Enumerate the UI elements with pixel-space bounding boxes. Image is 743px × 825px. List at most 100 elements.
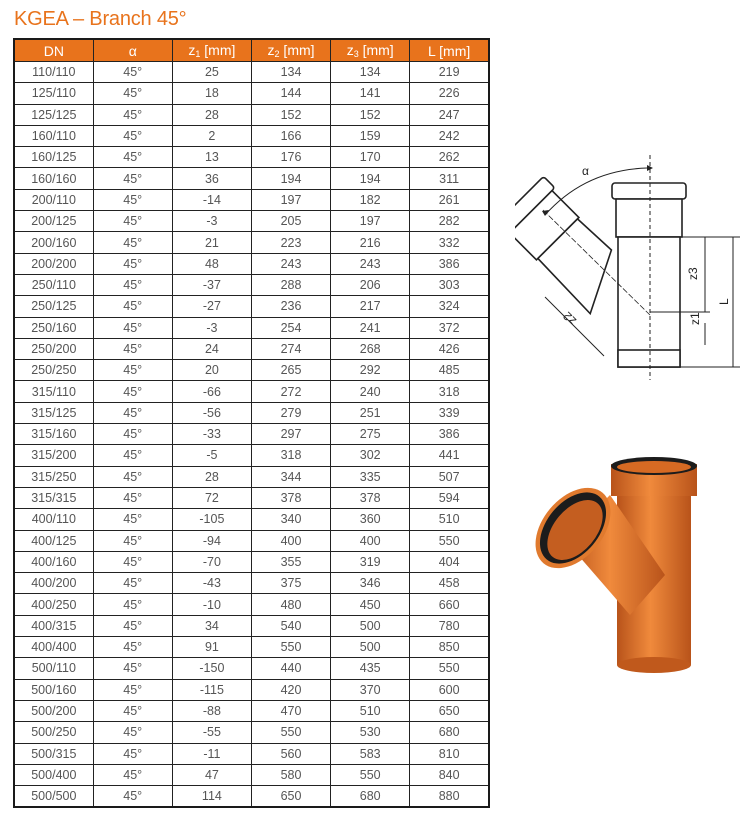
cell-z2: 152 <box>250 103 332 126</box>
cell-z1: 28 <box>171 465 252 488</box>
cell-dn: 160/125 <box>13 146 94 169</box>
cell-alpha: 45° <box>92 188 173 212</box>
cell-alpha: 45° <box>92 699 173 723</box>
cell-z2: 340 <box>250 508 332 531</box>
cell-z2: 400 <box>250 529 332 552</box>
cell-dn: 200/125 <box>13 210 94 233</box>
cell-l: 650 <box>409 699 490 723</box>
z1-label: z1 <box>688 312 702 325</box>
cell-z2: 166 <box>250 124 332 148</box>
cell-alpha: 45° <box>92 103 173 126</box>
cell-z3: 510 <box>330 699 411 723</box>
cell-l: 219 <box>409 60 490 84</box>
table-row: 160/125 45° 13 176 170 262 <box>13 146 490 169</box>
cell-z1: 91 <box>171 636 252 659</box>
cell-z1: 13 <box>171 146 252 169</box>
header-subscript: 2 <box>274 49 280 59</box>
cell-z1: -27 <box>171 295 252 318</box>
cell-z1: -14 <box>171 188 252 212</box>
cell-z2: 297 <box>250 423 332 446</box>
alpha-label: α <box>582 164 589 178</box>
cell-z2: 355 <box>250 550 332 574</box>
cell-z1: -70 <box>171 550 252 574</box>
cell-z2: 279 <box>250 401 332 425</box>
cell-dn: 400/400 <box>13 636 94 659</box>
cell-l: 282 <box>409 210 490 233</box>
cell-z1: 36 <box>171 167 252 190</box>
cell-dn: 400/250 <box>13 593 94 616</box>
cell-dn: 160/110 <box>13 124 94 148</box>
cell-z1: 25 <box>171 60 252 84</box>
table-row: 200/125 45° -3 205 197 282 <box>13 210 490 233</box>
cell-dn: 500/110 <box>13 657 94 680</box>
cell-l: 880 <box>409 785 490 808</box>
cell-l: 507 <box>409 465 490 488</box>
cell-l: 660 <box>409 593 490 616</box>
cell-z3: 346 <box>330 572 411 595</box>
cell-alpha: 45° <box>92 444 173 467</box>
cell-z3: 170 <box>330 146 411 169</box>
cell-z1: -5 <box>171 444 252 467</box>
cell-alpha: 45° <box>92 572 173 595</box>
cell-alpha: 45° <box>92 124 173 148</box>
cell-z2: 223 <box>250 231 332 254</box>
cell-alpha: 45° <box>92 486 173 510</box>
cell-z1: -55 <box>171 721 252 744</box>
cell-z2: 144 <box>250 82 332 105</box>
cell-z3: 275 <box>330 423 411 446</box>
cell-z3: 530 <box>330 721 411 744</box>
cell-l: 242 <box>409 124 490 148</box>
cell-alpha: 45° <box>92 529 173 552</box>
cell-z1: -150 <box>171 657 252 680</box>
cell-z1: -10 <box>171 593 252 616</box>
cell-l: 324 <box>409 295 490 318</box>
cell-l: 458 <box>409 572 490 595</box>
column-header-dn: DN <box>13 39 94 62</box>
cell-dn: 250/200 <box>13 337 94 361</box>
cell-dn: 250/250 <box>13 359 94 382</box>
cell-z2: 265 <box>250 359 332 382</box>
cell-z2: 420 <box>250 678 332 701</box>
cell-z3: 182 <box>330 188 411 212</box>
cell-alpha: 45° <box>92 423 173 446</box>
column-header-l: L [mm] <box>409 39 490 62</box>
cell-z2: 272 <box>250 380 332 403</box>
table-header-row: DN α z1 [mm] z2 [mm] z3 [mm] L [mm] <box>13 39 490 62</box>
cell-alpha: 45° <box>92 359 173 382</box>
table-row: 250/200 45° 24 274 268 426 <box>13 337 490 361</box>
column-header-z3: z3 [mm] <box>330 39 411 62</box>
table-row: 500/250 45° -55 550 530 680 <box>13 721 490 744</box>
table-row: 400/250 45° -10 480 450 660 <box>13 593 490 616</box>
cell-z1: 21 <box>171 231 252 254</box>
cell-dn: 110/110 <box>13 60 94 84</box>
table-row: 400/400 45° 91 550 500 850 <box>13 636 490 659</box>
cell-z2: 197 <box>250 188 332 212</box>
cell-alpha: 45° <box>92 380 173 403</box>
cell-z3: 302 <box>330 444 411 467</box>
cell-l: 318 <box>409 380 490 403</box>
header-subscript: 1 <box>195 49 201 59</box>
column-header-z1: z1 [mm] <box>171 39 252 62</box>
cell-alpha: 45° <box>92 146 173 169</box>
z2-label: z2 <box>560 309 579 328</box>
cell-z2: 288 <box>250 273 332 297</box>
cell-z1: 114 <box>171 785 252 808</box>
table-row: 200/110 45° -14 197 182 261 <box>13 188 490 212</box>
product-photo <box>535 457 697 673</box>
cell-z2: 243 <box>250 252 332 275</box>
cell-z3: 206 <box>330 273 411 297</box>
cell-alpha: 45° <box>92 231 173 254</box>
cell-z1: 28 <box>171 103 252 126</box>
technical-drawing: α z3 z1 L z2 <box>515 155 740 380</box>
cell-alpha: 45° <box>92 167 173 190</box>
cell-z2: 134 <box>250 60 332 84</box>
cell-alpha: 45° <box>92 60 173 84</box>
cell-dn: 400/200 <box>13 572 94 595</box>
header-label: z <box>346 42 354 58</box>
cell-z3: 159 <box>330 124 411 148</box>
header-unit: [mm] <box>279 42 315 58</box>
cell-dn: 315/110 <box>13 380 94 403</box>
cell-dn: 200/200 <box>13 252 94 275</box>
cell-alpha: 45° <box>92 316 173 339</box>
cell-l: 311 <box>409 167 490 190</box>
